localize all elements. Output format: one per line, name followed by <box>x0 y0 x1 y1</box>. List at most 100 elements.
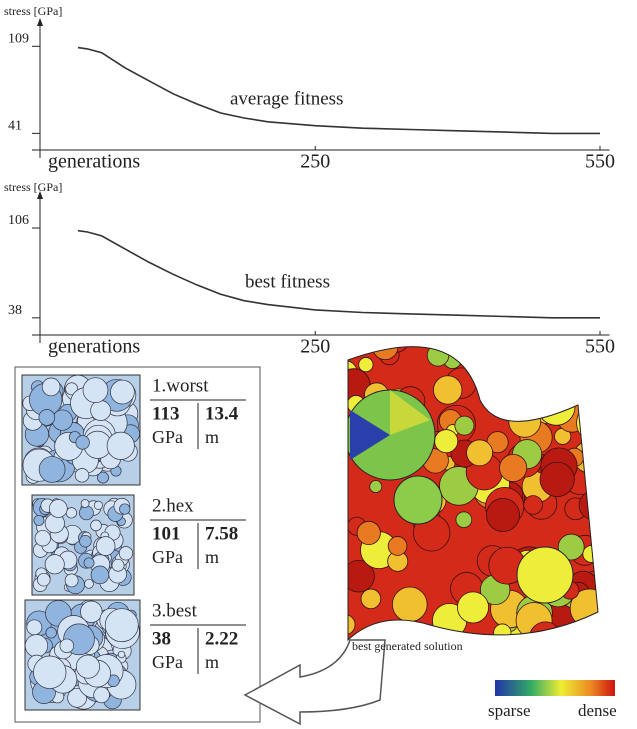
cell <box>467 359 487 379</box>
annotation: average fitness <box>230 88 343 109</box>
cell <box>351 346 368 352</box>
texture-cell <box>74 468 90 483</box>
texture-cell <box>90 400 112 421</box>
y-axis-arrow <box>37 191 43 199</box>
x-tick-label: 250 <box>300 336 330 358</box>
cell <box>582 545 598 563</box>
y-tick-label: 109 <box>8 32 29 47</box>
texture-cell <box>118 546 134 561</box>
texture-cell <box>44 554 65 575</box>
texture-cell <box>65 507 77 519</box>
cell <box>537 387 576 426</box>
x-tick-label: 250 <box>300 151 330 173</box>
cell <box>433 375 463 405</box>
cell <box>457 591 489 624</box>
colorbar-high: dense <box>578 701 617 720</box>
cell <box>546 377 562 393</box>
y-tick-label: 38 <box>8 303 22 318</box>
cell <box>356 520 381 546</box>
cell <box>576 402 598 444</box>
texture <box>31 494 135 596</box>
texture-cell <box>80 499 90 508</box>
texture-cell <box>37 572 51 587</box>
texture-cell <box>93 686 110 704</box>
y-tick-label: 106 <box>8 213 29 228</box>
cell <box>387 536 408 556</box>
cell <box>486 498 520 532</box>
cell <box>587 449 598 482</box>
texture-cell <box>110 379 135 405</box>
y-axis-label: stress [GPa] <box>4 180 62 194</box>
cell <box>529 621 562 640</box>
cell <box>587 380 598 412</box>
item-label: 2.hex <box>152 495 194 516</box>
texture-cell <box>90 519 102 532</box>
texture-cell <box>38 456 66 483</box>
texture-cell <box>45 626 57 639</box>
texture-cell <box>34 530 51 547</box>
y-axis-label: stress [GPa] <box>4 4 62 18</box>
cell <box>348 614 356 636</box>
stress-unit: GPa <box>152 652 183 672</box>
cell <box>529 371 565 408</box>
cell <box>493 623 512 640</box>
colorbar-low: sparse <box>488 701 530 720</box>
texture-cell <box>97 471 109 484</box>
cell <box>455 511 473 529</box>
solution-caption: best generated solution <box>352 639 463 653</box>
texture-cell <box>67 687 88 708</box>
texture-cell <box>84 578 94 589</box>
length-unit: m <box>205 547 219 567</box>
texture-cell <box>83 557 95 569</box>
texture-cell <box>41 377 61 397</box>
cell <box>434 429 459 454</box>
texture-cell <box>95 536 116 556</box>
y-tick-label: 41 <box>8 119 22 134</box>
texture-cell <box>75 654 100 679</box>
texture-cell <box>26 619 43 636</box>
length-value: 7.58 <box>205 523 238 544</box>
line <box>77 46 600 135</box>
panel-frame <box>14 366 261 723</box>
texture-cell <box>38 409 56 426</box>
texture <box>24 599 141 711</box>
stress-value: 38 <box>152 628 171 649</box>
texture-cell <box>48 499 68 518</box>
illustrations <box>14 346 615 726</box>
arrow <box>243 639 386 726</box>
cell <box>534 346 574 383</box>
length-unit: m <box>205 427 219 447</box>
cell <box>588 385 598 416</box>
texture-cell <box>80 600 103 623</box>
texture <box>21 374 141 486</box>
cell <box>358 357 374 373</box>
stress-unit: GPa <box>152 427 183 447</box>
x-tick-label: 550 <box>585 151 615 173</box>
texture-cell <box>104 608 139 643</box>
stress-value: 113 <box>152 403 179 424</box>
cell <box>499 453 528 482</box>
stress-value: 101 <box>152 523 181 544</box>
surface <box>348 346 598 640</box>
texture-cell <box>24 634 49 658</box>
cell <box>553 346 589 362</box>
cell <box>391 586 428 623</box>
length-value: 2.22 <box>205 628 238 649</box>
x-axis-label: generations <box>48 151 140 173</box>
cell <box>529 359 552 383</box>
texture-cell <box>64 573 79 588</box>
cell <box>546 633 564 640</box>
texture-cell <box>93 500 103 510</box>
cell <box>557 533 585 561</box>
length-unit: m <box>205 652 219 672</box>
colorbar <box>495 680 615 696</box>
stress-unit: GPa <box>152 547 183 567</box>
cell <box>551 363 588 401</box>
cell <box>539 461 575 497</box>
cell <box>369 480 383 494</box>
cell <box>510 346 543 364</box>
texture-cell <box>106 431 135 460</box>
texture-cell <box>79 505 94 521</box>
item-label: 1.worst <box>152 375 209 396</box>
texture-cell <box>90 565 110 585</box>
